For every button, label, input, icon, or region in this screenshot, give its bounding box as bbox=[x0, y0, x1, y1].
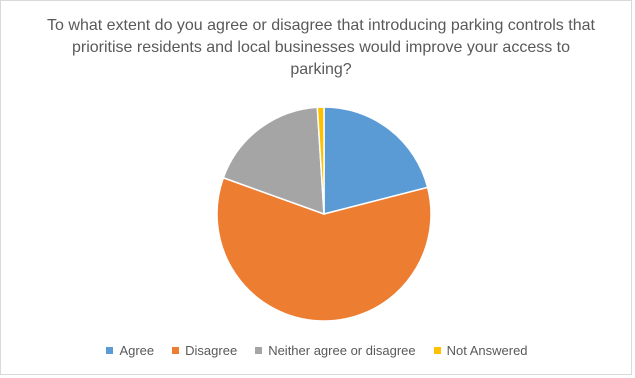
legend-label-neither: Neither agree or disagree bbox=[268, 343, 416, 358]
legend-swatch-disagree bbox=[172, 347, 180, 354]
legend-item-not-answered: Not Answered bbox=[433, 343, 528, 358]
pie-slice-neither bbox=[222, 106, 325, 216]
legend-label-agree: Agree bbox=[119, 343, 155, 358]
chart-title: To what extent do you agree or disagree … bbox=[47, 17, 595, 78]
legend-swatch-not-answered bbox=[433, 347, 441, 354]
pie-slice-agree bbox=[323, 106, 429, 215]
legend-item-disagree: Disagree bbox=[172, 343, 237, 358]
legend-swatch-agree bbox=[106, 347, 114, 354]
legend-label-disagree: Disagree bbox=[185, 343, 238, 358]
legend-item-agree: Agree bbox=[106, 343, 154, 358]
legend-label-not-answered: Not Answered bbox=[446, 343, 528, 358]
legend: Agree Disagree Neither agree or disagree… bbox=[1, 343, 633, 358]
legend-swatch-neither bbox=[255, 347, 263, 354]
legend-item-neither: Neither agree or disagree bbox=[255, 343, 416, 358]
pie-slices bbox=[216, 106, 432, 322]
pie-slice-disagree bbox=[216, 176, 432, 322]
pie-slice-not-answered bbox=[316, 106, 325, 215]
